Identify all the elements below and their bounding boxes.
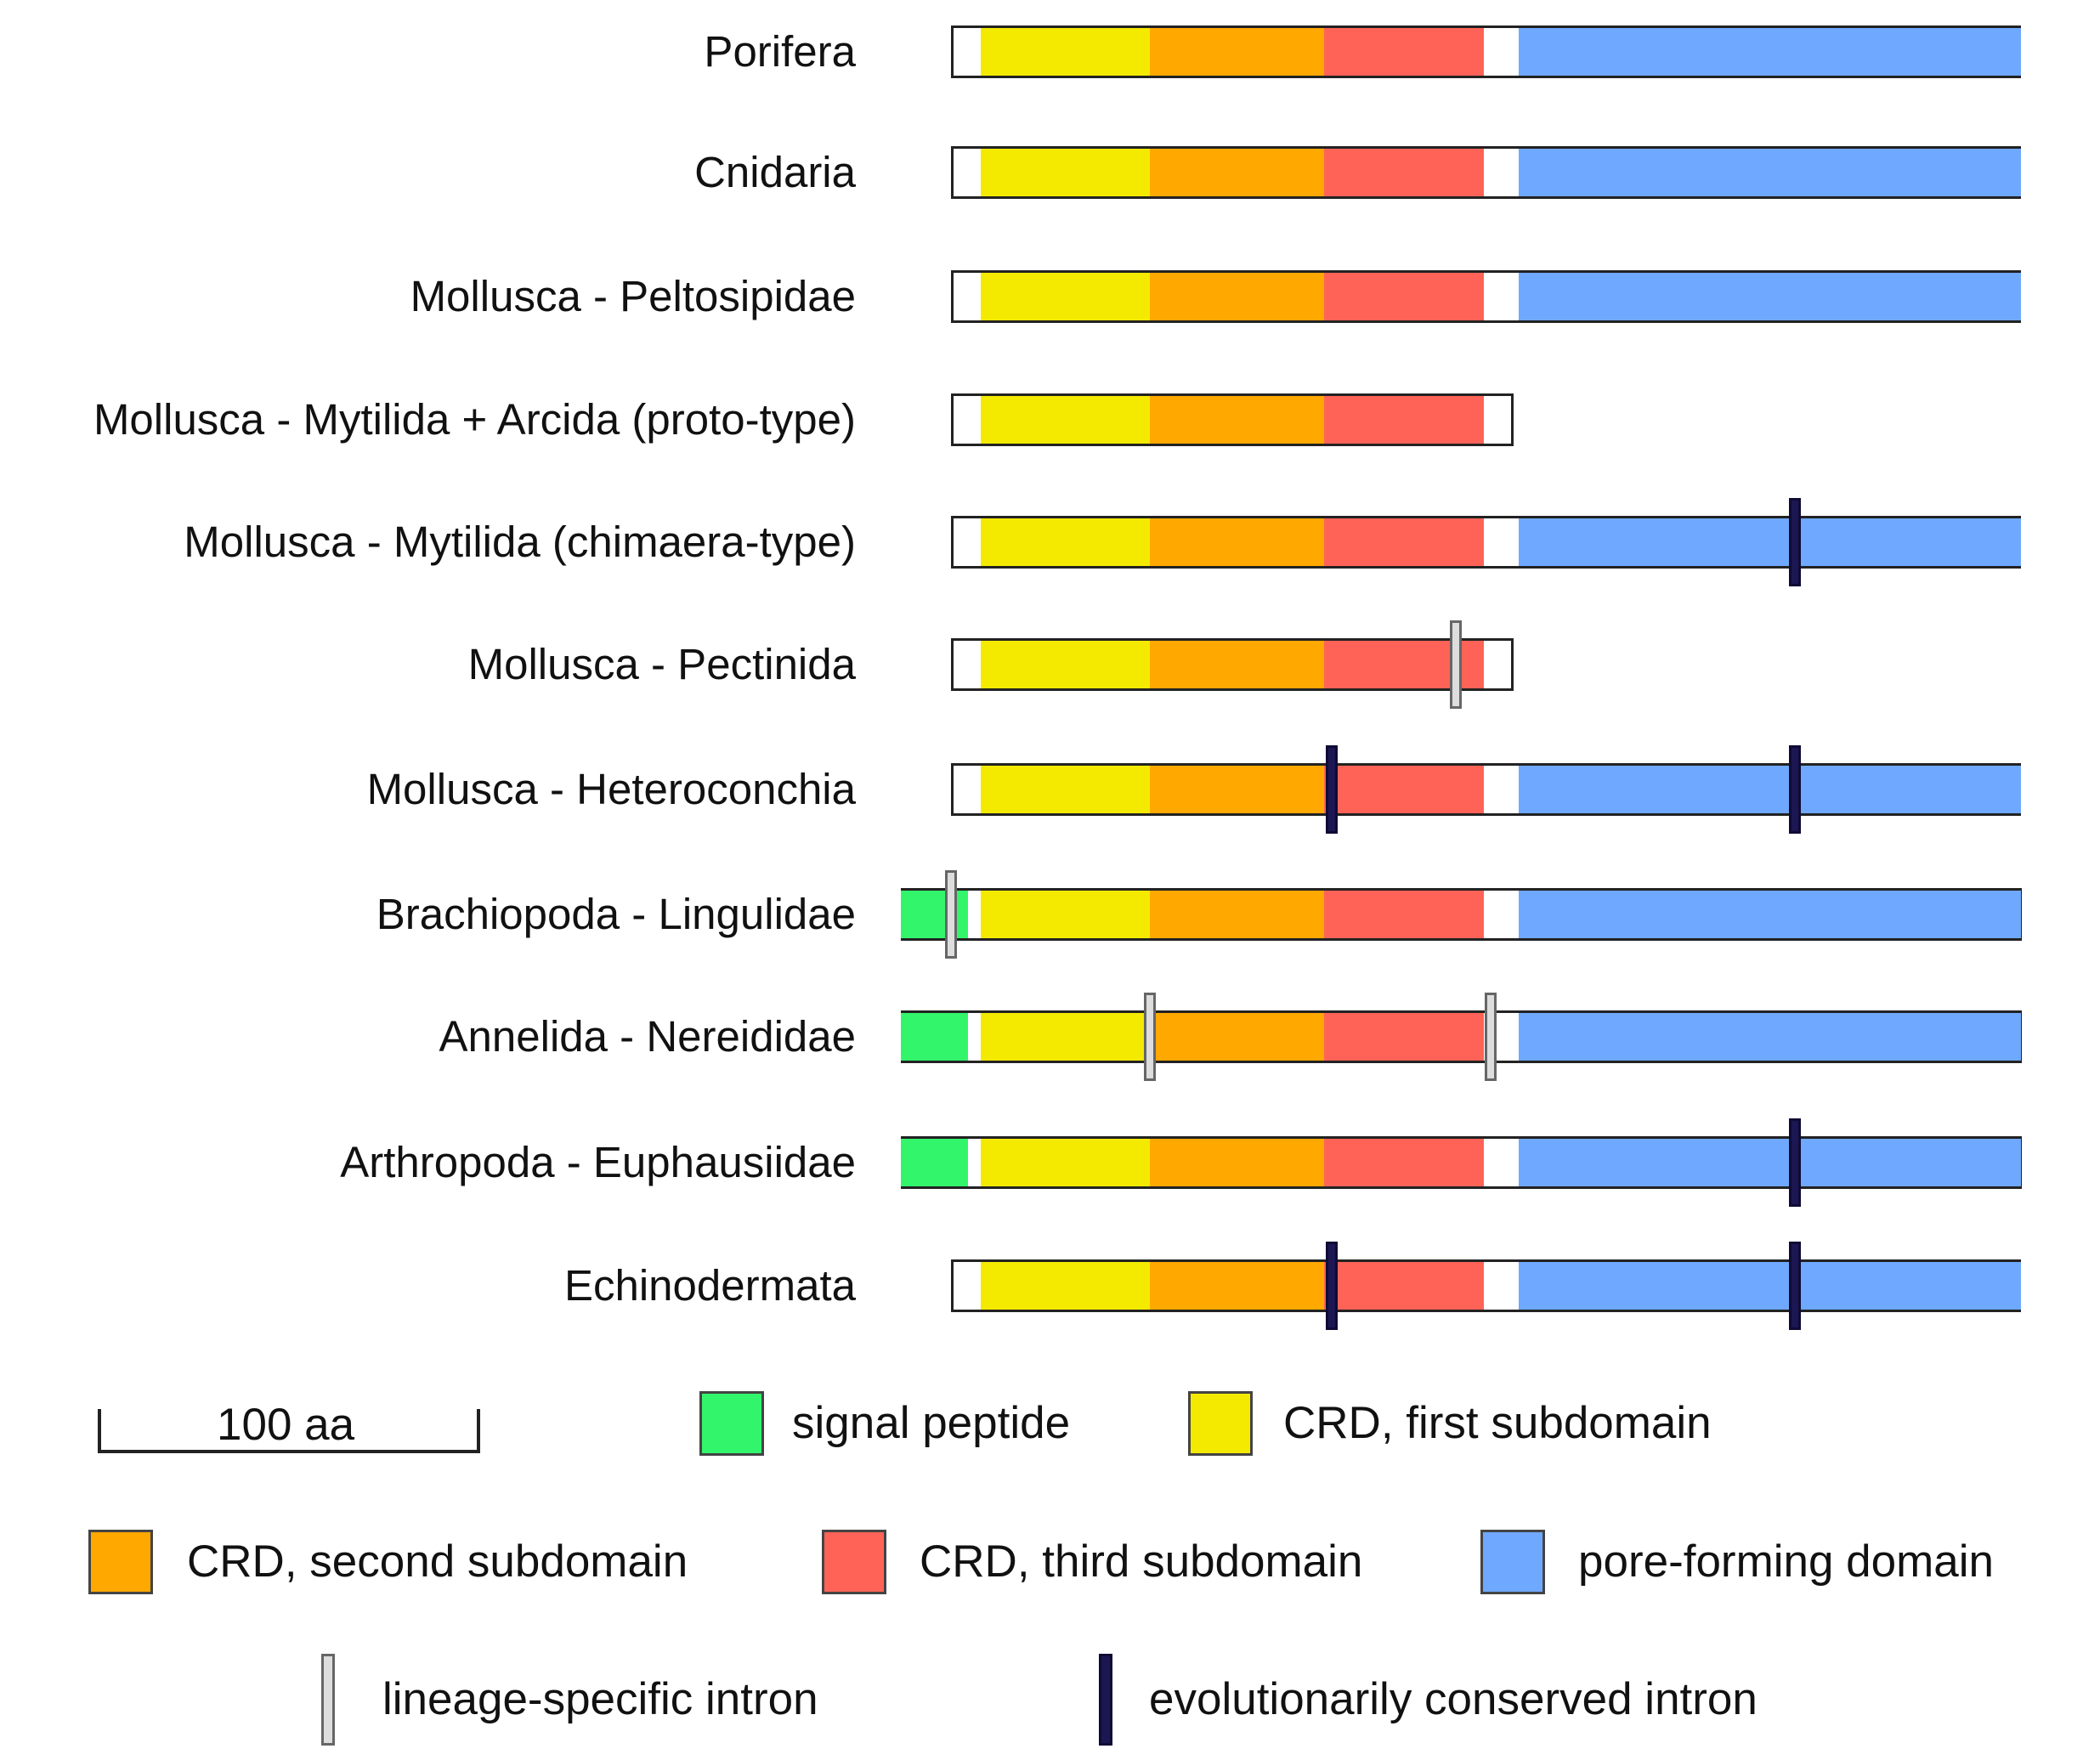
protein-bar: [901, 888, 2022, 941]
segment-crd-first: [980, 518, 1150, 566]
segment-crd-first: [980, 1013, 1150, 1061]
segment-crd-third: [1324, 273, 1484, 320]
segment-pore-forming: [1518, 149, 2022, 196]
protein-bar: [950, 638, 1514, 691]
row-label: Mollusca - Peltosipidae: [410, 272, 856, 320]
legend-label-pore-forming: pore-forming domain: [1578, 1536, 1995, 1587]
scale-bar-left-tick: [98, 1409, 101, 1453]
segment-signal-peptide: [901, 1139, 969, 1186]
legend-label-crd-first: CRD, first subdomain: [1283, 1398, 1712, 1448]
segment-crd-second: [1149, 1262, 1325, 1310]
legend-swatch-conserved-intron: [1099, 1654, 1112, 1746]
segment-crd-third: [1324, 396, 1484, 444]
segment-crd-first: [980, 1139, 1150, 1186]
protein-bar: [901, 1136, 2022, 1189]
segment-crd-second: [1149, 641, 1325, 688]
row-label: Porifera: [704, 27, 856, 76]
segment-crd-third: [1324, 149, 1484, 196]
lineage-intron-marker: [1450, 620, 1463, 709]
segment-crd-first: [980, 641, 1150, 688]
legend-swatch-lineage-intron: [321, 1654, 335, 1746]
segment-crd-third: [1324, 891, 1484, 938]
row-label: Mollusca - Heteroconchia: [366, 765, 856, 813]
segment-pore-forming: [1518, 28, 2022, 76]
segment-pore-forming: [1518, 518, 2022, 566]
segment-crd-first: [980, 149, 1150, 196]
segment-crd-first: [980, 28, 1150, 76]
segment-crd-second: [1149, 396, 1325, 444]
conserved-intron-marker: [1788, 1118, 1801, 1207]
segment-pore-forming: [1518, 1013, 2022, 1061]
row-label: Mollusca - Mytilida + Arcida (proto-type…: [93, 395, 856, 444]
lineage-intron-marker: [1485, 993, 1497, 1081]
segment-signal-peptide: [901, 891, 969, 938]
scale-bar-line: [98, 1450, 480, 1453]
conserved-intron-marker: [1788, 745, 1801, 834]
protein-bar: [901, 1010, 2022, 1063]
legend-swatch-crd-first: [1188, 1391, 1253, 1456]
conserved-intron-marker: [1325, 745, 1338, 834]
segment-crd-third: [1324, 518, 1484, 566]
segment-crd-first: [980, 273, 1150, 320]
segment-crd-second: [1150, 1013, 1325, 1061]
segment-crd-second: [1149, 273, 1325, 320]
legend-label-signal-peptide: signal peptide: [792, 1398, 1071, 1448]
segment-crd-first: [980, 1262, 1150, 1310]
scale-bar: 100 aa: [98, 1400, 480, 1453]
legend-label-lineage-intron: lineage-specific intron: [382, 1674, 818, 1724]
segment-pore-forming: [1518, 1139, 2022, 1186]
protein-bar: [950, 146, 2022, 199]
row-label: Echinodermata: [563, 1261, 856, 1310]
row-label: Cnidaria: [694, 148, 856, 196]
segment-crd-first: [980, 891, 1150, 938]
segment-signal-peptide: [901, 1013, 969, 1061]
segment-pore-forming: [1518, 766, 2022, 813]
lineage-intron-marker: [1144, 993, 1156, 1081]
segment-crd-second: [1150, 1139, 1325, 1186]
segment-crd-third: [1324, 1262, 1484, 1310]
legend-label-conserved-intron: evolutionarily conserved intron: [1149, 1674, 1758, 1724]
row-label: Arthropoda - Euphausiidae: [340, 1138, 856, 1186]
protein-bar: [950, 270, 2022, 323]
segment-crd-third: [1324, 1139, 1484, 1186]
protein-bar: [950, 516, 2022, 569]
protein-bar: [950, 1259, 2022, 1312]
segment-pore-forming: [1518, 1262, 2022, 1310]
row-label: Brachiopoda - Lingulidae: [376, 890, 856, 938]
segment-pore-forming: [1518, 891, 2022, 938]
segment-crd-first: [980, 396, 1150, 444]
segment-crd-first: [980, 766, 1150, 813]
segment-crd-second: [1149, 518, 1325, 566]
conserved-intron-marker: [1788, 498, 1801, 586]
legend-swatch-pore-forming: [1480, 1530, 1545, 1594]
segment-crd-second: [1149, 28, 1325, 76]
segment-crd-second: [1150, 891, 1325, 938]
segment-crd-third: [1324, 766, 1484, 813]
scale-bar-right-tick: [477, 1409, 480, 1453]
segment-crd-third: [1324, 1013, 1484, 1061]
legend-label-crd-third: CRD, third subdomain: [920, 1536, 1363, 1587]
segment-crd-second: [1149, 766, 1325, 813]
row-label: Mollusca - Mytilida (chimaera-type): [184, 518, 856, 566]
legend-swatch-crd-second: [88, 1530, 153, 1594]
legend-label-crd-second: CRD, second subdomain: [187, 1536, 688, 1587]
lineage-intron-marker: [944, 870, 957, 959]
segment-pore-forming: [1518, 273, 2022, 320]
protein-bar: [950, 25, 2022, 78]
row-label: Mollusca - Pectinida: [467, 640, 856, 688]
segment-crd-third: [1324, 28, 1484, 76]
conserved-intron-marker: [1325, 1242, 1338, 1330]
legend-swatch-signal-peptide: [699, 1391, 764, 1456]
protein-bar: [950, 393, 1514, 446]
protein-bar: [950, 763, 2022, 816]
conserved-intron-marker: [1788, 1242, 1801, 1330]
scale-bar-label: 100 aa: [217, 1400, 355, 1450]
segment-crd-second: [1149, 149, 1325, 196]
row-label: Annelida - Nereididae: [439, 1012, 856, 1061]
legend-swatch-crd-third: [822, 1530, 886, 1594]
